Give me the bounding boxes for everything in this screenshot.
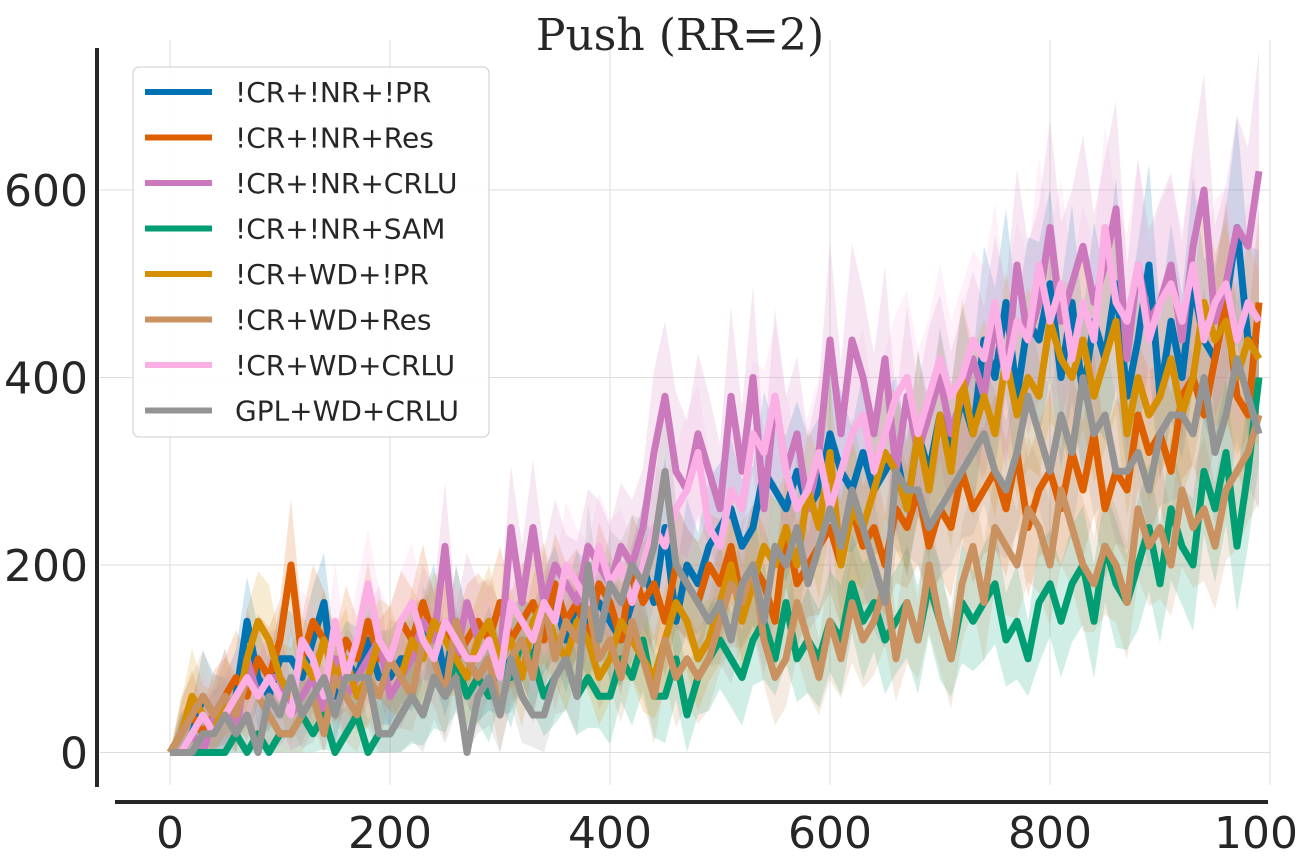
chart-title: Push (RR=2) (536, 10, 824, 61)
legend: !CR+!NR+!PR !CR+!NR+Res !CR+!NR+CRLU !CR+!N… (132, 66, 490, 438)
x-tick-label: 200 (348, 808, 432, 859)
legend-label: !CR+WD+CRLU (235, 349, 455, 382)
y-tick-label: 400 (4, 354, 88, 405)
legend-label: !CR+!NR+SAM (235, 213, 445, 246)
y-tick-label: 600 (4, 166, 88, 217)
x-tick-label: 400 (568, 808, 652, 859)
x-tick-label: 800 (1008, 808, 1092, 859)
legend-box (132, 66, 490, 438)
series-band (170, 116, 1259, 753)
legend-label: !CR+!NR+CRLU (235, 167, 457, 200)
legend-label: !CR+!NR+Res (235, 122, 434, 155)
legend-label: !CR+WD+!PR (235, 258, 429, 291)
legend-label: !CR+!NR+!PR (235, 76, 431, 109)
series-lines (166, 170, 1263, 756)
y-tick-label: 0 (60, 729, 88, 780)
series-band (170, 199, 1259, 753)
series-line (170, 355, 1263, 756)
legend-label: GPL+WD+CRLU (235, 395, 459, 428)
x-tick-label: 0 (156, 808, 184, 859)
series-band (170, 292, 1259, 753)
legend-label: !CR+WD+Res (235, 304, 431, 337)
series-line (166, 414, 1263, 755)
x-tick-label: 600 (788, 808, 872, 859)
series-line (170, 224, 1263, 756)
y-tick-label: 200 (4, 541, 88, 592)
